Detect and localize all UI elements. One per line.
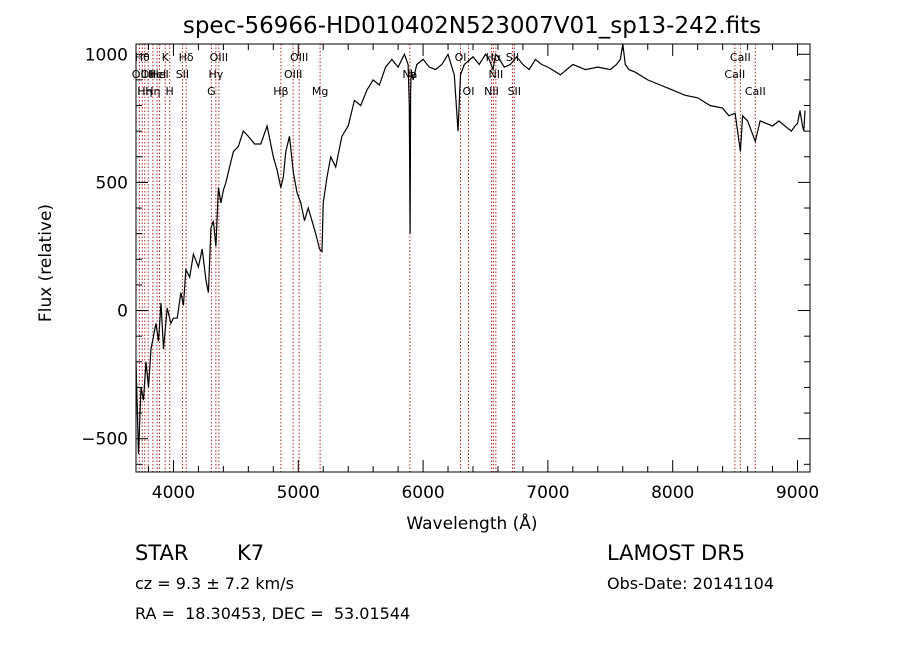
x-axis-label: Wavelength (Å) [406,512,537,534]
x-tick-label: 8000 [651,483,694,503]
spectral-line-label: CaII [724,68,745,81]
observation-date: Obs-Date: 20141104 [607,574,775,593]
spectral-line-label: NII [488,68,503,81]
sky-coordinates: RA = 18.30453, DEC = 53.01544 [135,604,411,623]
spectral-line-label: CaII [730,51,751,64]
spectral-line-label: G [207,85,216,98]
spectral-line-label: SII [508,85,521,98]
spectral-line-label: Hη [145,85,160,98]
x-tick-label: 4000 [152,483,195,503]
spectral-line-label: Hγ [208,68,223,81]
y-tick-label: −500 [81,430,128,450]
spectral-line-label: OI [455,51,467,64]
y-tick-label: 1000 [85,45,128,65]
spectral-subclass: K7 [237,541,265,565]
spectral-line-label: HeI [150,68,168,81]
spectrum-line [135,43,806,455]
spectral-line-label: Hθ [135,51,150,64]
object-type: STAR [135,541,189,565]
spectral-line-label: HeI [148,68,166,81]
x-tick-label: 6000 [401,483,444,503]
redshift-value: cz = 9.3 ± 7.2 km/s [135,574,294,593]
plot-frame [135,43,811,473]
spectral-line-label: Hβ [273,85,288,98]
spectral-line-label: K [162,51,170,64]
x-axis: 4000 5000 6000 7000 8000 9000 [147,44,819,503]
chart-title: spec-56966-HD010402N523007V01_sp13-242.f… [183,13,761,39]
spectral-line-label: H [166,85,174,98]
spectral-line-label: NII [484,85,499,98]
y-tick-label: 0 [117,302,128,322]
spectral-line-label: OIII [284,68,302,81]
y-axis: −500 0 500 1000 [81,45,810,465]
spectral-line-label: Hδ [179,51,194,64]
spectral-line-label: OIII [290,51,308,64]
survey-name: LAMOST DR5 [607,541,746,565]
x-tick-label: 9000 [776,483,819,503]
spectral-line-label: Mg [312,85,328,98]
spectral-line-label: OIII [210,51,228,64]
spectral-line-markers [138,44,756,472]
spectral-line-label: Hη [137,85,152,98]
x-tick-label: 5000 [277,483,320,503]
spectral-line-label: CaII [745,85,766,98]
spectral-line-label: OI [463,85,475,98]
x-tick-label: 7000 [526,483,569,503]
y-axis-label: Flux (relative) [36,204,56,322]
y-tick-label: 500 [96,173,128,193]
spectral-line-label: SII [176,68,189,81]
spectral-line-label: SII [506,51,519,64]
spectral-line-label: OII [141,68,156,81]
